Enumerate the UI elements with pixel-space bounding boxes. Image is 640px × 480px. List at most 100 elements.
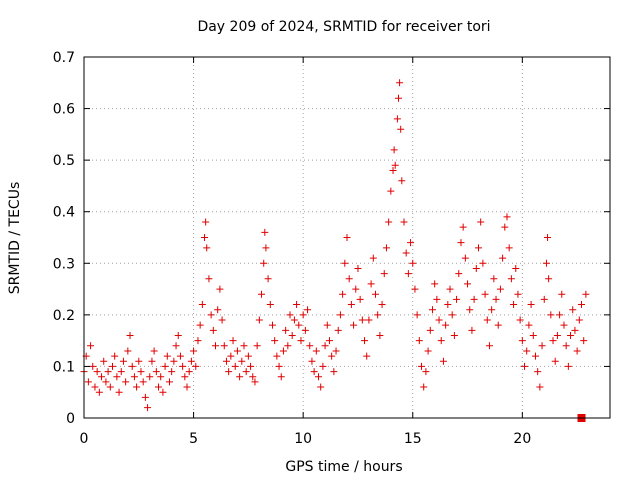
data-point [102,378,110,386]
data-point [578,301,586,309]
data-point [433,295,441,303]
x-tick-label: 10 [294,431,312,447]
data-point [527,301,535,309]
data-point [446,285,454,293]
data-point [569,306,577,314]
data-point [413,311,421,319]
data-point [334,326,342,334]
data-point [501,223,509,231]
data-point [187,357,195,365]
x-tick-label: 20 [513,431,531,447]
data-point [389,166,397,174]
data-point [229,337,237,345]
data-point [87,342,95,350]
data-point [293,301,301,309]
data-point [146,373,154,381]
data-point [157,373,165,381]
data-point [163,352,171,360]
data-point [485,342,493,350]
y-tick-label: 0.3 [53,256,75,272]
data-point [192,362,200,370]
data-point [133,383,141,391]
data-point [98,373,106,381]
y-tick-label: 0.1 [53,359,75,375]
data-point [575,316,583,324]
data-point [402,249,410,257]
data-point [201,234,209,241]
data-point [155,383,163,391]
data-point [196,321,204,329]
data-point [253,342,261,350]
data-point [113,373,121,381]
x-tick-label: 15 [404,431,422,447]
data-point [115,388,123,396]
data-point [347,301,355,309]
data-point [242,368,250,376]
data-point [529,331,537,339]
data-point [380,270,388,278]
data-point [261,228,269,236]
data-point [284,342,292,350]
data-point [330,368,338,376]
data-point [216,285,224,293]
data-point [361,337,369,345]
data-point [442,321,450,329]
data-point [282,326,290,334]
data-point [176,352,184,360]
data-point [354,264,362,272]
data-point [341,259,349,267]
data-point [376,331,384,339]
data-point [174,331,182,339]
data-point [558,290,566,298]
data-point [251,378,259,386]
data-point [363,352,371,360]
data-point [435,316,443,324]
data-point [398,177,406,185]
y-tick-label: 0.2 [53,308,75,324]
data-point [479,259,487,267]
data-point [260,259,268,267]
data-point [510,301,518,309]
data-point [249,373,257,381]
data-point [378,301,386,309]
x-axis-label: GPS time / hours [285,459,402,475]
data-point [159,388,167,396]
data-point [126,331,134,339]
data-point [518,337,526,345]
data-point [461,254,469,262]
data-point [277,373,285,381]
data-point [297,337,305,345]
data-point [422,368,430,376]
data-point [325,337,333,345]
data-point [385,218,393,226]
data-point [222,357,230,365]
data-point [553,331,561,339]
data-point [144,404,152,412]
data-point [556,311,564,319]
data-point [507,275,515,283]
data-point [457,239,465,247]
data-point [350,321,358,329]
data-point [168,368,176,376]
y-tick-label: 0.6 [53,102,75,118]
data-point [424,347,432,355]
data-point [571,326,579,334]
data-point [240,342,248,350]
data-point [567,331,575,339]
data-point [286,311,294,319]
data-point [231,362,239,370]
grid-lines [84,57,610,418]
data-point [312,347,320,355]
data-point [369,254,377,262]
data-point [545,275,553,283]
data-point [190,347,198,355]
data-point [444,301,452,309]
data-point [236,373,244,381]
data-point [523,347,531,355]
data-point [499,254,507,262]
data-point [371,290,379,298]
data-point [390,146,398,154]
data-point [172,342,180,350]
data-point [483,316,491,324]
